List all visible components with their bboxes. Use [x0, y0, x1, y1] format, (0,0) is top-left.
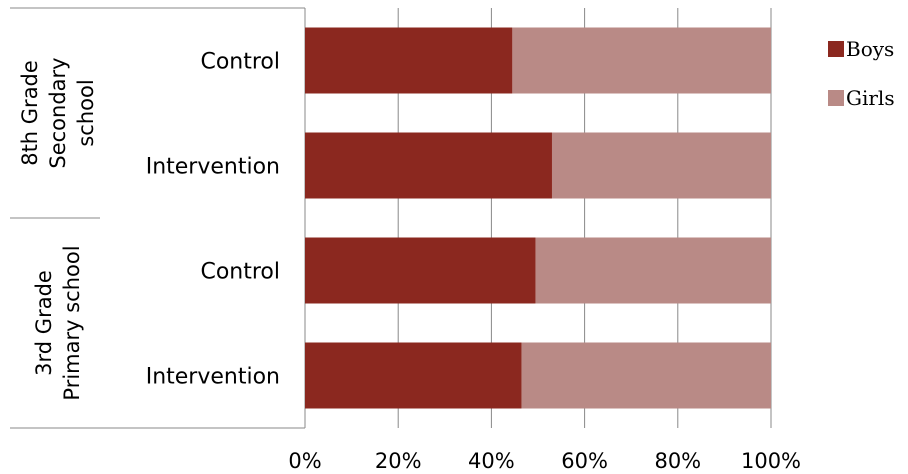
- bar-girls-1: [512, 27, 771, 94]
- category-label: Control: [200, 260, 280, 285]
- bar-girls-4: [521, 342, 771, 409]
- legend-swatch-boys: [828, 41, 844, 57]
- x-tick-label: 20%: [375, 449, 422, 473]
- group-label-line: Primary school: [60, 245, 84, 400]
- bar-girls-3: [535, 237, 771, 304]
- legend-label-boys: Boys: [846, 37, 894, 61]
- category-label: Intervention: [146, 365, 280, 390]
- group-label-line: school: [74, 79, 98, 146]
- x-tick-label: 80%: [654, 449, 701, 473]
- bar-boys-4: [305, 342, 522, 409]
- x-tick-label: 60%: [561, 449, 608, 473]
- legend-label-girls: Girls: [846, 86, 895, 110]
- x-tick-label: 40%: [468, 449, 515, 473]
- category-label: Intervention: [146, 155, 280, 180]
- bar-boys-1: [305, 27, 513, 94]
- category-label: Control: [200, 50, 280, 75]
- x-tick-label: 0%: [288, 449, 321, 473]
- x-tick-label: 100%: [741, 449, 801, 473]
- bars: [305, 27, 771, 409]
- legend: Boys Girls: [828, 37, 895, 110]
- group-label-line: Secondary: [46, 57, 70, 168]
- group-label-line: 8th Grade: [18, 60, 42, 166]
- group-label-line: 3rd Grade: [32, 270, 56, 376]
- legend-swatch-girls: [828, 90, 844, 106]
- bar-boys-3: [305, 237, 536, 304]
- bar-girls-2: [551, 132, 771, 199]
- labels: Control Intervention Control Intervention 8t…: [18, 50, 801, 474]
- bar-boys-2: [305, 132, 552, 199]
